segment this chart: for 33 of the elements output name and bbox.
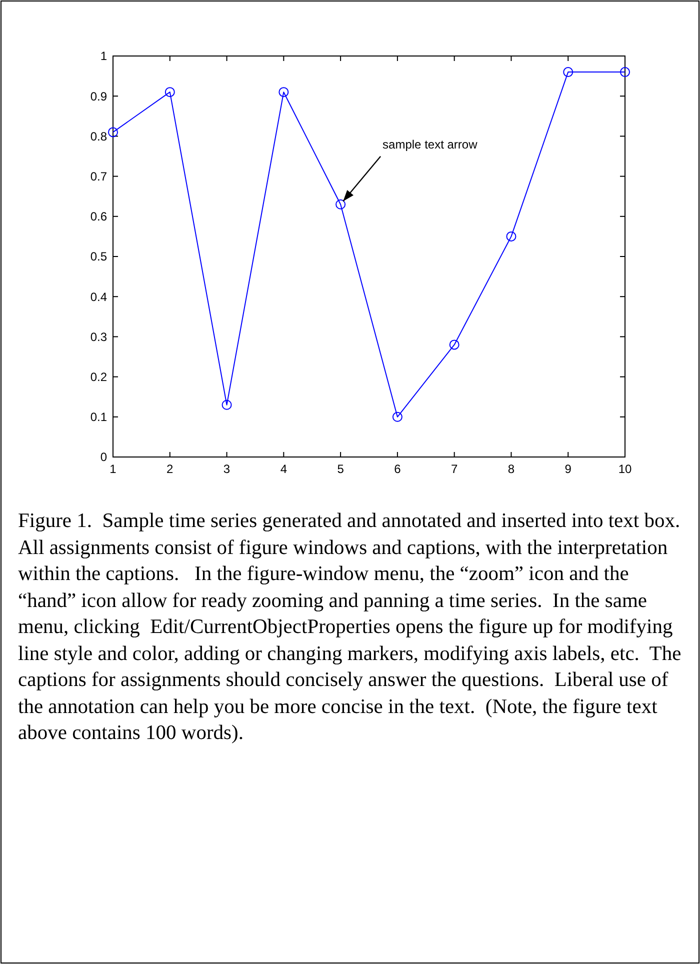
y-tick-label: 0.2 <box>90 370 108 384</box>
x-tick-label: 4 <box>280 462 288 476</box>
x-tick-label: 9 <box>564 462 572 476</box>
x-tick-label: 5 <box>337 462 344 476</box>
x-tick-label: 8 <box>508 462 515 476</box>
point <box>222 400 232 410</box>
annotation: sample text arrow <box>382 137 478 152</box>
y-tick-label: 0.3 <box>90 330 108 344</box>
x-tick-label: 10 <box>618 462 632 476</box>
y-tick-label: 1 <box>100 49 108 64</box>
y-tick-label: 0.1 <box>90 410 108 424</box>
y-tick-label: 0 <box>100 450 108 464</box>
point <box>278 87 289 98</box>
x-tick-label: 2 <box>166 462 174 476</box>
point <box>620 67 630 78</box>
point <box>506 231 516 242</box>
y-tick-label: 0.4 <box>90 290 108 304</box>
y-tick-label: 0.9 <box>90 89 108 104</box>
x-tick-label: 3 <box>223 462 230 476</box>
point <box>164 87 175 98</box>
text: Figure 1. Sample time series generated and annotated and inserted into text box. All assignments consist of figure windows and captions, with the interpretation within the captions. In the figure-window menu, the “zoom” icon and the “hand” icon allow for ready zooming and panning a time series. In the same menu, clicking Edit/CurrentObjectProperties opens the figure up for modifying line style and color, adding or changing markers, modifying axis labels, etc. The captions for assignments should concisely answer the questions. Liberal use of the annotation can help you be more concise in the text. (Note, the figure text above contains 100 words). <box>18 510 682 744</box>
y-tick-label: 0.5 <box>90 250 108 264</box>
x-tick-label: 6 <box>394 462 402 476</box>
point <box>336 199 346 210</box>
x-tick-label: 1 <box>110 462 117 476</box>
y-tick-label: 0.7 <box>90 170 108 184</box>
point <box>108 127 118 138</box>
point <box>563 67 574 78</box>
x-tick-label: 7 <box>450 462 458 476</box>
y-tick-label: 0.6 <box>90 210 108 224</box>
point <box>449 340 460 350</box>
point <box>392 412 402 422</box>
y-tick-label: 0.8 <box>90 129 108 144</box>
